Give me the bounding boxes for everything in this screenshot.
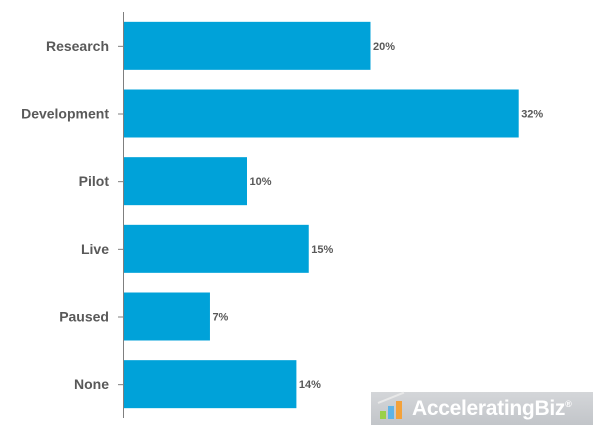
category-label-pilot: Pilot <box>79 173 110 189</box>
bar-none <box>123 360 297 409</box>
bar-paused <box>123 292 210 341</box>
bar-chart-logo-icon <box>377 391 408 422</box>
bar-live <box>123 224 309 273</box>
category-label-development: Development <box>21 106 109 122</box>
value-label-live: 15% <box>311 244 333 256</box>
category-label-none: None <box>74 376 109 392</box>
category-label-live: Live <box>81 241 109 257</box>
value-label-development: 32% <box>521 109 543 121</box>
category-label-research: Research <box>46 38 109 54</box>
value-label-none: 14% <box>299 379 321 391</box>
value-label-pilot: 10% <box>250 176 272 188</box>
value-label-paused: 7% <box>212 312 228 324</box>
watermark-brand: AcceleratingBiz® <box>412 396 572 420</box>
bar-development <box>123 89 519 138</box>
watermark: AcceleratingBiz® <box>371 391 593 425</box>
value-label-research: 20% <box>373 41 395 53</box>
category-label-paused: Paused <box>59 309 109 325</box>
bar-pilot <box>123 157 247 206</box>
bar-research <box>123 21 371 70</box>
